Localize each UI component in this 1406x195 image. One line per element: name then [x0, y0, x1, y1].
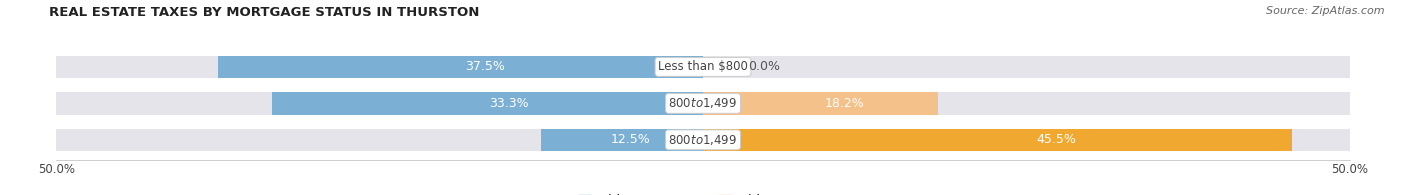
Bar: [56, 92, 1350, 115]
Bar: [218, 56, 703, 78]
Bar: [703, 92, 938, 115]
Text: Source: ZipAtlas.com: Source: ZipAtlas.com: [1267, 6, 1385, 16]
Text: Less than $800: Less than $800: [658, 60, 748, 73]
Text: 37.5%: 37.5%: [465, 60, 505, 73]
Text: 18.2%: 18.2%: [824, 97, 865, 110]
Bar: [541, 129, 703, 151]
Text: REAL ESTATE TAXES BY MORTGAGE STATUS IN THURSTON: REAL ESTATE TAXES BY MORTGAGE STATUS IN …: [49, 6, 479, 19]
Bar: [56, 56, 1350, 78]
Bar: [56, 129, 1350, 151]
Text: 33.3%: 33.3%: [489, 97, 529, 110]
Text: 0.0%: 0.0%: [748, 60, 780, 73]
Text: $800 to $1,499: $800 to $1,499: [668, 96, 738, 110]
Text: 12.5%: 12.5%: [610, 133, 650, 146]
Text: 45.5%: 45.5%: [1036, 133, 1076, 146]
Legend: Without Mortgage, With Mortgage: Without Mortgage, With Mortgage: [574, 190, 832, 195]
Bar: [703, 129, 1292, 151]
Bar: [273, 92, 703, 115]
Text: $800 to $1,499: $800 to $1,499: [668, 133, 738, 147]
